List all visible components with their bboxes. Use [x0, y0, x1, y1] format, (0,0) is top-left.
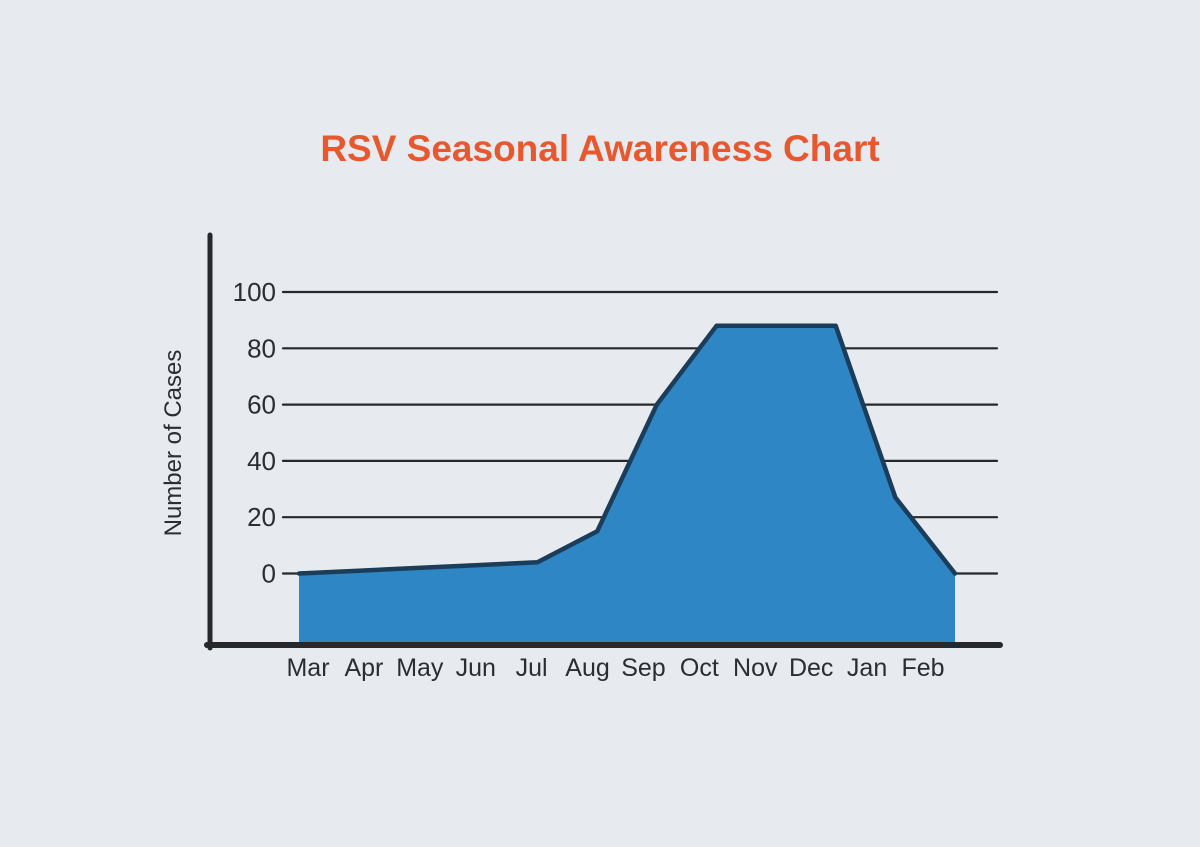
- y-tick-label: 20: [247, 502, 276, 532]
- y-tick-label: 60: [247, 390, 276, 420]
- y-tick-label: 40: [247, 446, 276, 476]
- x-tick-label: Dec: [789, 654, 833, 682]
- x-tick-label: May: [396, 654, 444, 682]
- y-tick-label: 0: [262, 559, 276, 589]
- x-tick-label: Jul: [516, 654, 548, 682]
- y-tick-label: 80: [247, 333, 276, 363]
- y-axis-title: Number of Cases: [160, 350, 187, 537]
- data-line: [296, 323, 958, 576]
- chart-title: RSV Seasonal Awareness Chart: [320, 128, 880, 169]
- axes-layer: [204, 232, 1003, 651]
- x-tick-label: Feb: [901, 654, 944, 682]
- x-tick-label: Jan: [847, 654, 887, 682]
- x-tick-label: Oct: [680, 654, 719, 682]
- x-tick-label: Nov: [733, 654, 778, 682]
- x-tick-label: Sep: [621, 654, 665, 682]
- x-tick-label: Aug: [565, 654, 609, 682]
- x-tick-label: Jun: [456, 654, 496, 682]
- x-tick-label: Mar: [286, 654, 329, 682]
- area-series-layer: [296, 323, 958, 645]
- labels-layer: 100 80 60 40 20 0 Mar Apr May Jun Jul Aug Sep Oct Nov D…: [160, 277, 945, 682]
- x-tick-label: Apr: [344, 654, 383, 682]
- y-tick-label: 100: [233, 277, 276, 307]
- area-fill: [299, 325, 955, 645]
